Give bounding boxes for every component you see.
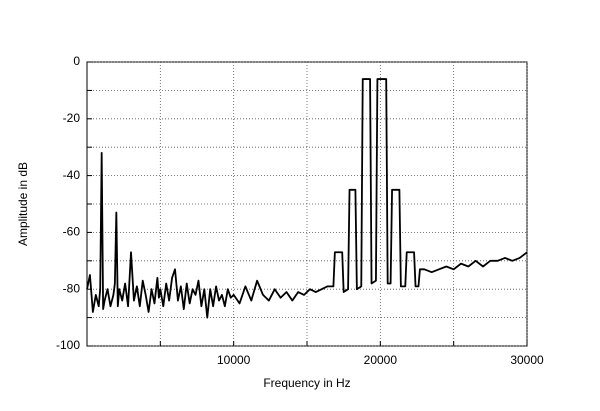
y-tick-label: -40 xyxy=(63,168,81,182)
y-tick-label: 0 xyxy=(73,54,80,68)
x-tick-label: 20000 xyxy=(364,353,398,367)
x-tick-label: 30000 xyxy=(510,353,544,367)
y-axis-label: Amplitude in dB xyxy=(16,162,30,246)
y-tick-label: -80 xyxy=(63,281,81,295)
x-tick-label: 10000 xyxy=(217,353,251,367)
y-tick-label: -20 xyxy=(63,111,81,125)
y-tick-label: -100 xyxy=(56,338,80,352)
spectrum-line xyxy=(86,78,528,319)
x-axis-label: Frequency in Hz xyxy=(263,376,350,390)
y-tick-label: -60 xyxy=(63,225,81,239)
